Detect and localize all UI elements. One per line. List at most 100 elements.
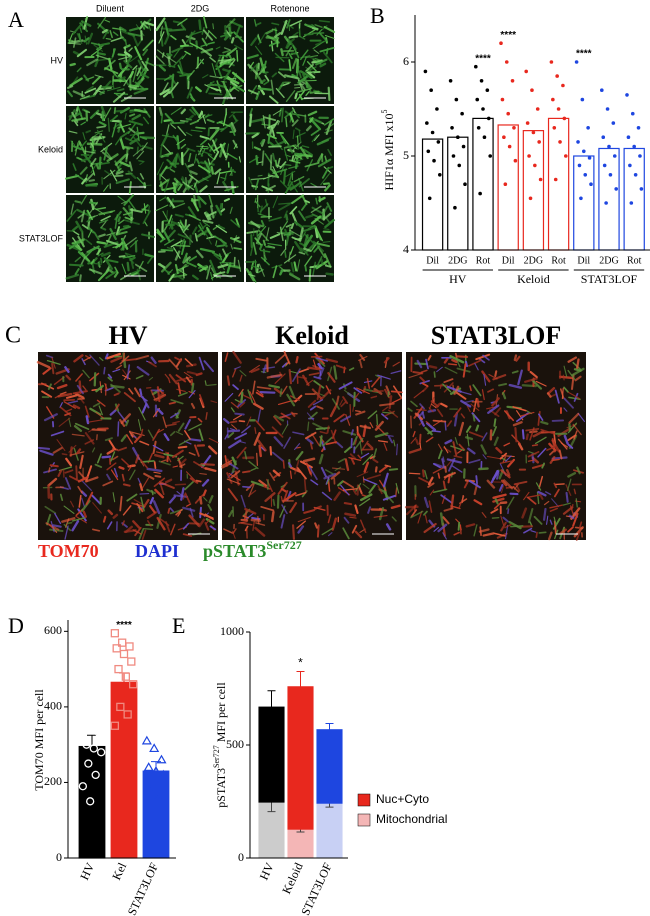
- cell: [191, 226, 198, 235]
- cell: [325, 272, 334, 276]
- cell: [172, 420, 180, 424]
- cell: [374, 466, 378, 473]
- cell: [453, 531, 460, 536]
- cell: [337, 480, 344, 487]
- cell: [102, 515, 107, 523]
- cell: [442, 383, 452, 393]
- cell: [189, 93, 194, 101]
- x-tick-label: 2DG: [599, 255, 618, 266]
- cell: [535, 380, 547, 387]
- cell: [119, 161, 131, 168]
- point: [528, 196, 533, 201]
- cell: [170, 220, 180, 226]
- stain-legend: TOM70 DAPI pSTAT3Ser727: [38, 538, 302, 561]
- cell: [181, 176, 188, 189]
- point: [579, 196, 583, 201]
- cell: [305, 69, 316, 79]
- cell: [344, 512, 357, 517]
- error-bar: [151, 761, 161, 781]
- legend-label: Nuc+Cyto: [376, 792, 429, 806]
- cell: [257, 161, 263, 164]
- cell: [290, 222, 295, 230]
- cell: [113, 271, 119, 278]
- cell: [105, 270, 118, 280]
- cell: [274, 354, 286, 364]
- cell: [427, 355, 432, 361]
- cell: [118, 255, 126, 258]
- cell: [96, 249, 102, 256]
- cell: [177, 422, 185, 432]
- cell: [268, 41, 278, 47]
- cell: [388, 468, 399, 471]
- cell: [211, 139, 219, 152]
- cell: [357, 484, 363, 495]
- point: [538, 177, 543, 182]
- cell: [71, 433, 85, 437]
- point: [632, 144, 636, 149]
- cell: [572, 423, 582, 436]
- cell: [83, 37, 90, 43]
- cell: [470, 403, 480, 412]
- cell: [104, 353, 109, 360]
- cell: [148, 361, 157, 368]
- cell: [126, 493, 138, 502]
- cell: [265, 184, 276, 192]
- cell: [281, 385, 288, 394]
- cell: [159, 197, 166, 202]
- cell: [115, 364, 123, 370]
- cell: [178, 439, 190, 446]
- cell: [234, 412, 245, 416]
- cell: [501, 454, 515, 458]
- cell: [223, 528, 233, 534]
- cell: [129, 70, 134, 79]
- cell: [121, 458, 130, 467]
- cell: [172, 449, 184, 459]
- cell: [298, 367, 310, 373]
- cell: [198, 19, 202, 31]
- cell: [502, 479, 514, 490]
- cell: [95, 411, 105, 419]
- cell: [281, 362, 288, 368]
- cell: [227, 431, 235, 438]
- cell: [559, 375, 574, 380]
- bar: [547, 117, 570, 251]
- cell: [248, 89, 259, 95]
- cell: [98, 42, 111, 47]
- cell: [439, 383, 442, 389]
- cell: [413, 389, 425, 399]
- cell: [113, 107, 117, 114]
- cell: [537, 413, 544, 421]
- cell: [313, 245, 321, 253]
- y-tick-label: 0: [238, 850, 244, 864]
- point: [602, 163, 607, 168]
- cell: [197, 196, 207, 205]
- point: [558, 140, 562, 144]
- cell: [194, 153, 197, 164]
- annotation: ****: [475, 53, 491, 64]
- cell: [170, 107, 182, 115]
- cell: [339, 399, 343, 406]
- cell: [227, 488, 239, 502]
- cell: [170, 412, 179, 419]
- cell: [527, 459, 534, 462]
- cell: [351, 524, 358, 534]
- cell: [96, 453, 102, 464]
- cell: [527, 507, 534, 524]
- cell: [265, 29, 274, 35]
- cell: [200, 47, 212, 57]
- cell: [137, 131, 145, 135]
- cell: [359, 424, 372, 430]
- cell: [155, 394, 167, 402]
- cell: [150, 389, 156, 401]
- cell: [195, 58, 204, 70]
- cell: [298, 251, 306, 255]
- cell: [106, 449, 115, 455]
- cell: [479, 526, 482, 537]
- cell: [257, 174, 263, 177]
- cell: [128, 205, 133, 218]
- cell: [177, 18, 188, 26]
- cell: [342, 396, 349, 404]
- cell: [188, 514, 200, 527]
- cell: [175, 508, 183, 516]
